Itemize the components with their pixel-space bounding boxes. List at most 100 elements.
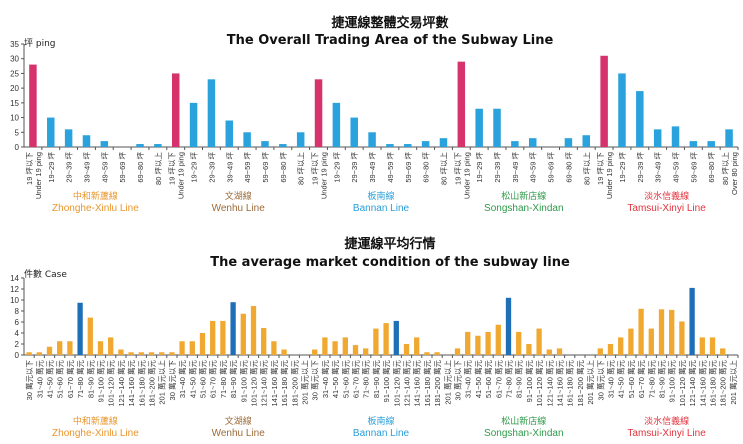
x-tick-label: 59~69 坪 (547, 152, 556, 183)
x-tick-label: 19~29 坪 (332, 152, 341, 183)
x-tick-label: 121~140 萬元 (402, 360, 412, 407)
group-label-en: Tamsui-Xinyi Line (627, 428, 706, 439)
bar (493, 108, 501, 147)
x-tick-label: 51~60 萬元 (340, 360, 350, 399)
x-tick-label: 161~180 萬元 (279, 360, 289, 407)
bar (207, 79, 216, 147)
bar (87, 317, 93, 355)
bar (342, 337, 348, 355)
group-label-zh: 文湖線 (225, 415, 252, 427)
bar (169, 352, 175, 355)
bar (171, 73, 180, 147)
y-tick-label: 0 (15, 143, 20, 152)
bar (465, 331, 471, 355)
group-label-en: Songshan-Xindan (484, 428, 564, 439)
bar (220, 320, 226, 355)
x-tick-label: 181~200 萬元 (432, 360, 442, 407)
x-tick-label: 121~140 萬元 (116, 360, 126, 407)
bar (457, 61, 466, 147)
bar (600, 55, 608, 148)
x-tick-label: 69~80 坪 (279, 152, 288, 183)
x-tick-label: 121~140 萬元 (687, 360, 697, 407)
x-tick-label: 80 坪以上 (154, 152, 163, 185)
bar (332, 341, 338, 355)
x-tick-label: 29~39 坪 (350, 152, 359, 183)
bar (536, 328, 542, 355)
bar (64, 129, 73, 147)
x-tick-label: 39~49 坪 (82, 152, 91, 183)
x-tick-label: 19~29 坪 (618, 152, 627, 183)
bar (271, 341, 277, 355)
bar (36, 352, 42, 355)
x-tick-label: 30 萬元以下 (167, 360, 177, 401)
x-tick-label: 161~180 萬元 (136, 360, 146, 407)
bar (720, 348, 726, 355)
x-tick-label: 101~120 萬元 (677, 360, 687, 407)
y-tick-label: 4 (15, 329, 20, 338)
x-tick-label: 61~70 萬元 (351, 360, 361, 399)
group-label-zh: 松山新店線 (501, 415, 546, 427)
x-tick-label: 91~100 萬元 (381, 360, 391, 403)
x-tick-label: 29~39 坪 (207, 152, 216, 183)
x-tick-label: 91~100 萬元 (524, 360, 534, 403)
bar (636, 91, 644, 147)
bar (671, 126, 680, 147)
group-label-en: Tamsui-Xinyi Line (627, 203, 706, 214)
x-tick-label: 30 萬元以下 (453, 360, 463, 401)
bar (505, 297, 512, 355)
x-tick-label: 61~70 萬元 (65, 360, 75, 399)
group-label-zh: 淡水信義線 (644, 190, 689, 202)
x-tick-label: 201 萬元以上 (442, 360, 452, 405)
group-label-zh: 中和新蘆線 (73, 415, 118, 427)
chart2-subtitle: The average market condition of the subw… (210, 255, 570, 270)
bar (154, 144, 162, 147)
bar (516, 331, 522, 355)
x-tick-label: 80 坪以上 (297, 152, 306, 185)
group-label-en: Songshan-Xindan (484, 203, 564, 214)
x-tick-label: 51~60 萬元 (626, 360, 636, 399)
bar (564, 138, 573, 147)
x-tick-label: 201 萬元以上 (157, 360, 167, 405)
bar (314, 79, 323, 147)
group-label-en: Zhonghe-Xinlu Line (52, 428, 139, 439)
bar (689, 141, 698, 147)
bar (699, 337, 705, 355)
x-tick-label: 19 坪以下Under 19 ping (596, 152, 614, 200)
x-tick-label: 29~39 坪 (493, 152, 502, 183)
group-label-en: Bannan Line (353, 203, 410, 214)
x-tick-label: 49~59 坪 (529, 152, 538, 183)
x-tick-label: 59~69 坪 (689, 152, 698, 183)
bar (210, 320, 216, 355)
bar (618, 73, 626, 147)
x-tick-label: 161~180 萬元 (565, 360, 575, 407)
x-tick-label: 161~180 萬元 (708, 360, 718, 407)
x-tick-label: 201 萬元以上 (728, 360, 738, 405)
bar (281, 349, 287, 355)
x-tick-label: 49~59 坪 (386, 152, 395, 183)
bar (424, 352, 430, 355)
x-tick-label: 30 萬元以下 (310, 360, 320, 401)
x-tick-label: 61~70 萬元 (636, 360, 646, 399)
x-tick-label: 39~49 坪 (654, 152, 663, 183)
chart1-ylabel: 坪 ping (24, 38, 56, 49)
bar (136, 144, 144, 147)
x-tick-label: 81~90 萬元 (85, 360, 95, 399)
x-tick-label: 31~40 萬元 (463, 360, 473, 399)
bar (556, 348, 563, 355)
x-tick-label: 201 萬元以上 (300, 360, 310, 405)
x-tick-label: 81~90 萬元 (371, 360, 381, 399)
x-tick-label: 81~90 萬元 (228, 360, 238, 399)
bar (485, 331, 491, 355)
y-tick-label: 35 (10, 40, 19, 49)
x-tick-label: 181~200 萬元 (575, 360, 585, 407)
bar (725, 129, 733, 147)
x-tick-label: 41~50 萬元 (45, 360, 55, 399)
x-tick-label: 181~200 萬元 (147, 360, 157, 407)
bar (352, 345, 359, 355)
x-tick-label: 71~80 萬元 (75, 360, 85, 399)
bar (439, 138, 448, 147)
bar (511, 141, 519, 147)
